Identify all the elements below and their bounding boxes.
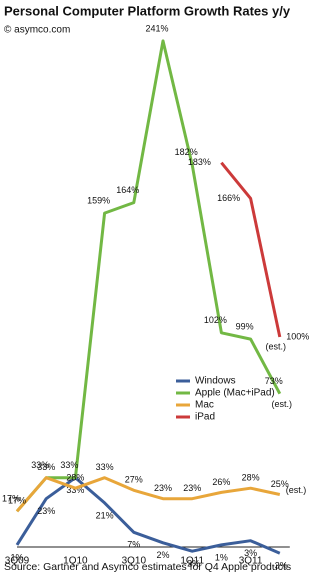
data-label: -2% [184,559,200,569]
data-label: 33% [66,485,84,495]
data-label: 33% [96,462,114,472]
data-label: 7% [127,540,140,550]
data-label: 33% [37,462,55,472]
data-label: 1% [10,552,23,562]
data-label: 73% [265,376,283,386]
data-label: 23% [183,483,201,493]
data-label: 100% [286,331,309,341]
legend-label: Mac [195,400,214,411]
x-tick-label: 3Q09 [5,556,30,567]
data-label: 26% [212,477,230,487]
series-line [15,476,281,513]
legend-label: iPad [195,412,215,423]
data-label: 23% [154,483,172,493]
series-line [15,476,281,555]
data-label: 183% [188,157,211,167]
chart-title: Personal Computer Platform Growth Rates … [4,3,291,18]
chart-subtitle: © asymco.com [4,25,70,36]
legend-label: Apple (Mac+iPad) [195,388,275,399]
data-label: 164% [116,185,139,195]
data-label: 33% [60,460,78,470]
source-note: Source: Gartner and Asymco estimates for… [4,561,291,573]
data-label: 182% [175,147,198,157]
note: (est.) [272,399,293,409]
x-tick-label: 3Q11 [239,556,263,567]
data-label: 25% [271,479,289,489]
data-label: 17% [2,494,20,504]
legend-label: Windows [195,376,236,387]
x-tick-label: 3Q10 [122,556,147,567]
x-tick-label: 1Q10 [63,556,88,567]
x-tick-label: 1Q11 [180,556,204,567]
note: (est.) [286,485,307,495]
data-label: 241% [145,23,168,33]
data-label: 27% [125,475,143,485]
data-label: 2% [156,550,169,560]
note: (est.) [266,341,287,351]
data-label: 28% [66,473,84,483]
data-label: 159% [87,195,110,205]
data-label: 33% [31,460,49,470]
data-label: 21% [96,510,114,520]
data-label: 102% [204,315,227,325]
data-label: -3% [272,561,288,571]
data-label: 28% [242,473,260,483]
series-line [220,161,282,338]
data-label: 17% [8,496,26,506]
data-label: 166% [217,193,240,203]
data-label: 1% [215,552,228,562]
series-line [15,39,282,513]
data-label: 3% [244,548,257,558]
data-label: 99% [236,321,254,331]
data-label: 23% [37,506,55,516]
